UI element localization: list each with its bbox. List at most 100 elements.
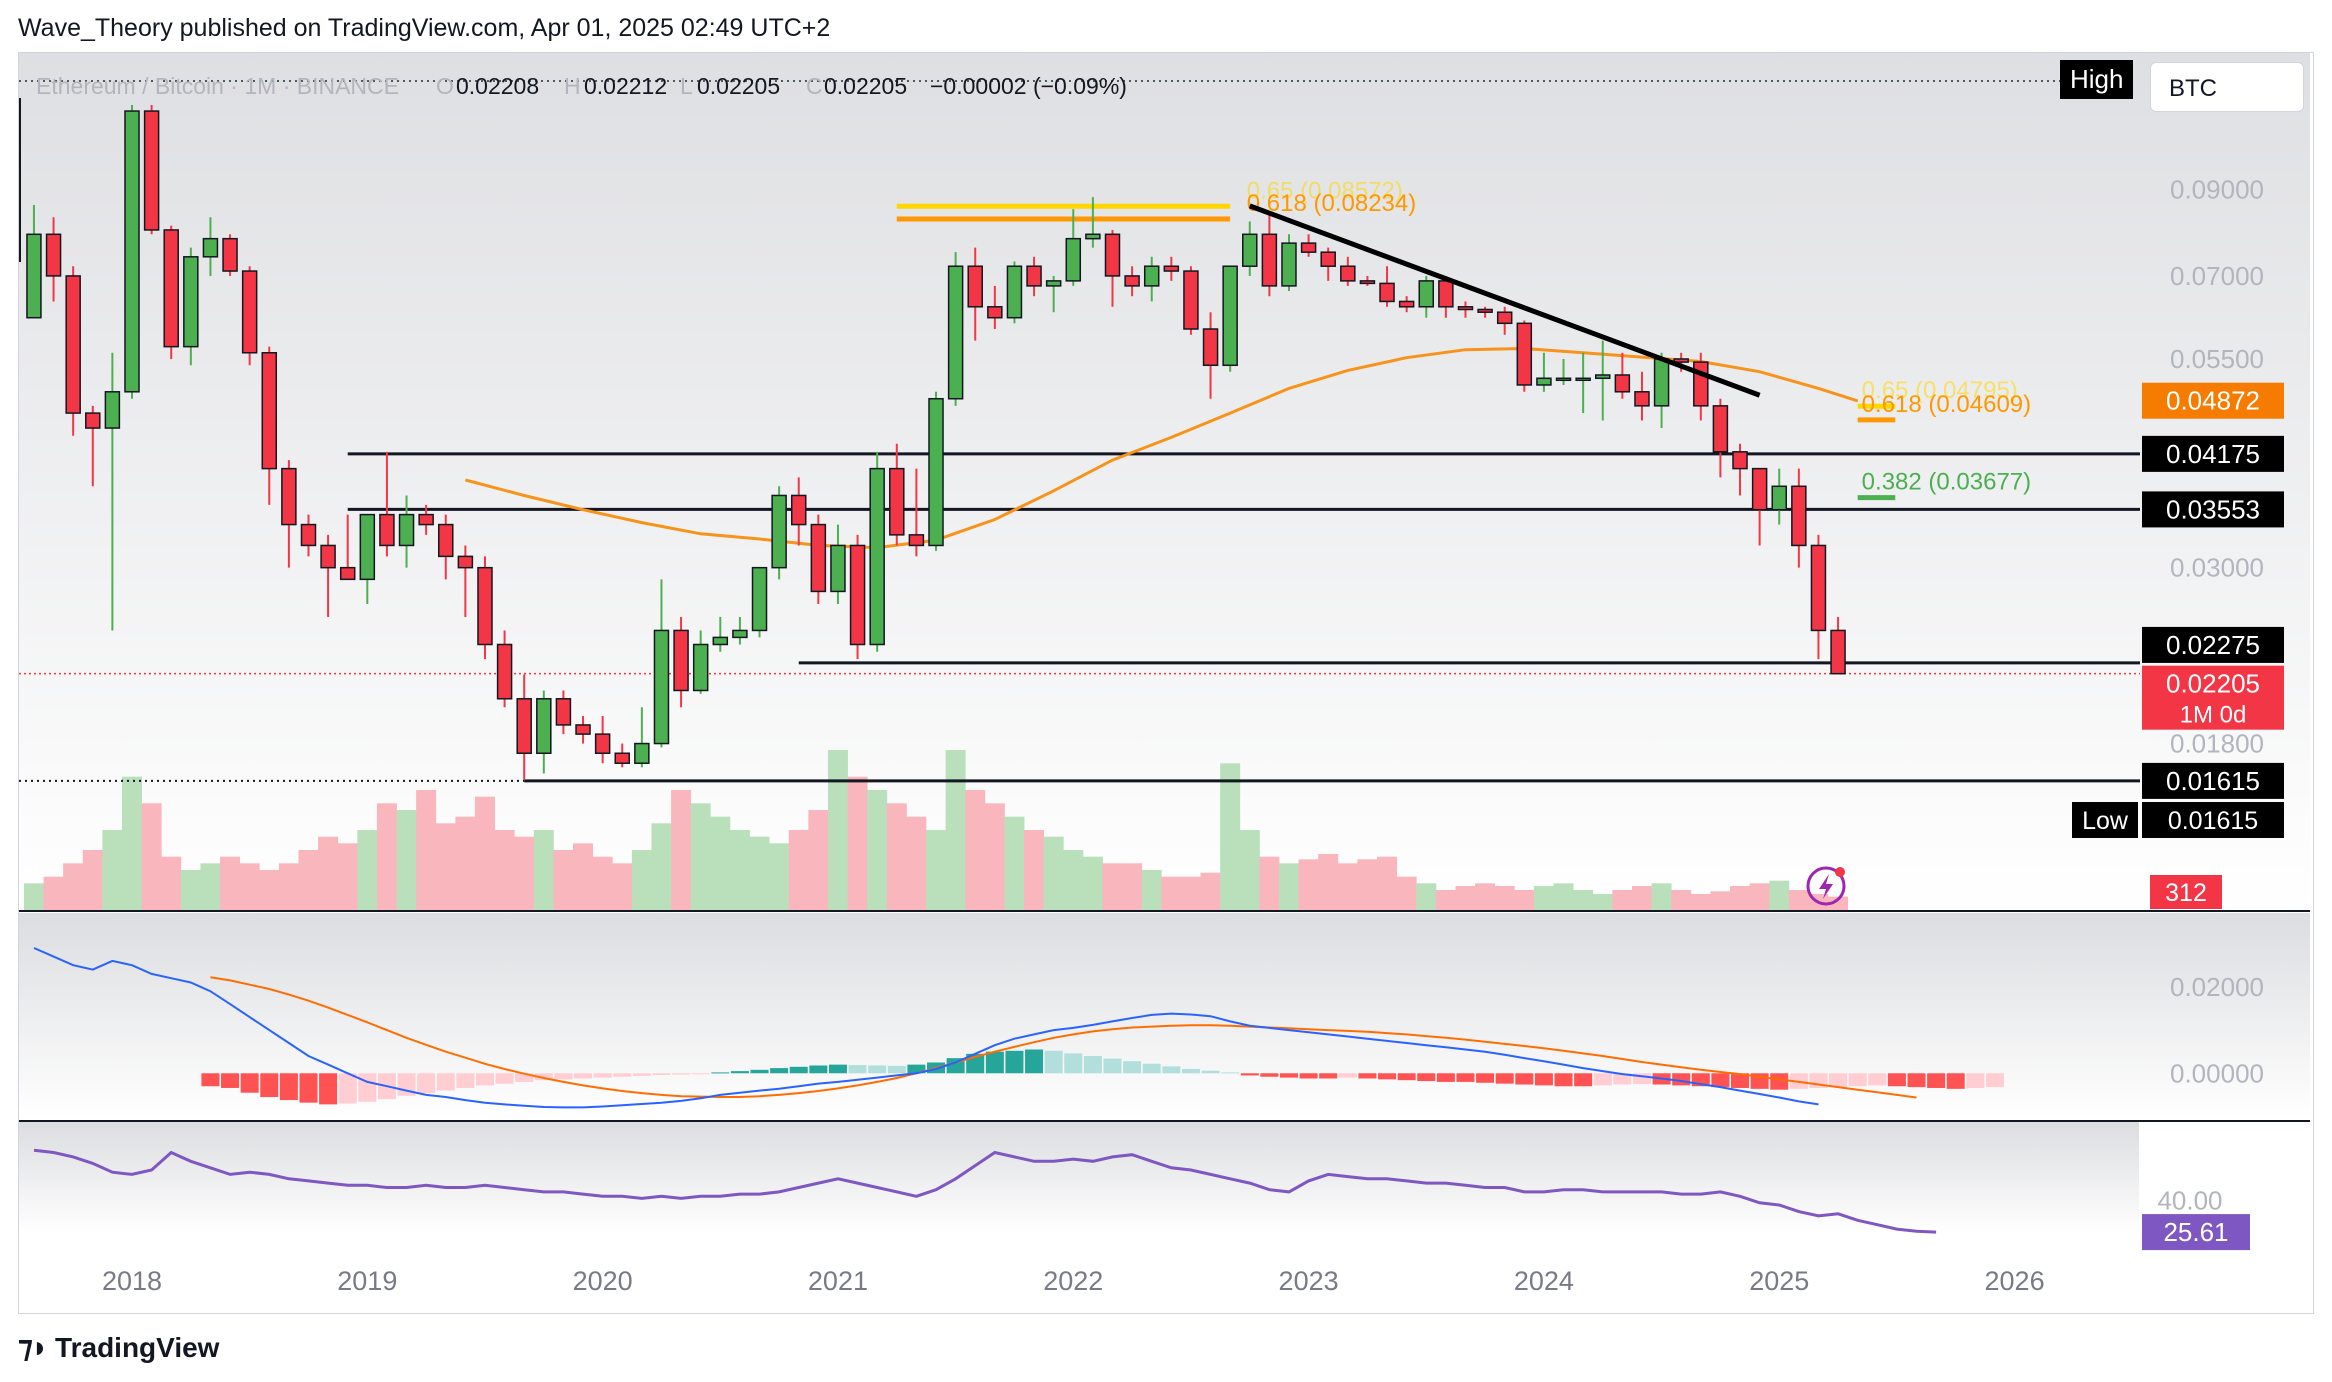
- time-axis-tick: 2026: [1985, 1266, 2045, 1296]
- volume-bar: [1651, 883, 1672, 910]
- macd-histogram-bar: [672, 1073, 691, 1075]
- candle-body: [967, 265, 983, 308]
- trendline-layer[interactable]: [1248, 203, 1761, 398]
- price-label-bg: [2142, 382, 2284, 419]
- macd-histogram-bar: [1103, 1058, 1122, 1074]
- macd-histogram-bar: [1005, 1050, 1024, 1074]
- candle-body: [947, 265, 964, 400]
- candle-body: [1595, 374, 1611, 380]
- candle-body: [614, 752, 630, 764]
- macd-histogram-bar: [1279, 1073, 1298, 1078]
- macd-histogram-bar: [1162, 1066, 1181, 1074]
- volume-bar: [573, 843, 594, 910]
- price-axis-tick: 0.09000: [2170, 174, 2264, 204]
- macd-histogram-bar: [593, 1073, 612, 1078]
- macd-histogram-bar: [711, 1072, 730, 1074]
- moving-average-line: [465, 346, 1859, 550]
- candle-body: [1555, 377, 1572, 382]
- volume-bar: [1769, 880, 1790, 910]
- flash-icon[interactable]: [1806, 866, 1846, 906]
- rsi-last-tag: [2142, 1214, 2250, 1251]
- candle-body: [751, 566, 768, 632]
- volume-bar: [886, 803, 907, 910]
- macd-histogram-bar: [1476, 1073, 1495, 1083]
- volume-bar: [1004, 816, 1025, 910]
- candle-body: [300, 523, 317, 547]
- volume-bar: [1043, 836, 1064, 910]
- macd-histogram-bar: [1927, 1073, 1946, 1088]
- moving-average-layer: [465, 346, 1859, 550]
- volume-bar: [1180, 876, 1201, 910]
- candle-body: [496, 643, 513, 700]
- macd-histogram-bar: [1044, 1050, 1063, 1074]
- candle-body: [790, 494, 807, 526]
- candle-body: [1477, 308, 1493, 313]
- macd-histogram-bar: [789, 1066, 808, 1074]
- candle-body: [1261, 233, 1278, 287]
- macd-histogram-bar: [299, 1073, 318, 1103]
- candle-body: [1830, 629, 1846, 675]
- volume-bar: [435, 823, 456, 910]
- chart-frame[interactable]: [18, 52, 2314, 1314]
- volume-bar: [847, 776, 868, 910]
- volume-bar: [945, 750, 966, 910]
- price-axis-tick: 0.07000: [2170, 261, 2264, 291]
- candle-body: [1536, 377, 1552, 386]
- candle-body: [1751, 467, 1768, 511]
- price-label-bg: [2142, 665, 2284, 730]
- footer-brand[interactable]: ⁊◗ TradingView: [18, 1330, 219, 1365]
- volume-bar: [200, 863, 221, 910]
- macd-histogram-bar: [417, 1073, 436, 1094]
- volume-bar: [180, 870, 201, 910]
- candle-body: [516, 698, 532, 755]
- currency-selector[interactable]: BTC: [2150, 62, 2304, 112]
- legend-close: 0.02205: [824, 73, 907, 99]
- volume-bar: [651, 823, 672, 910]
- candle-body: [281, 467, 297, 526]
- macd-signal-line: [210, 976, 1917, 1099]
- rsi-pane-bg: [19, 1122, 2139, 1234]
- macd-histogram-bar: [319, 1073, 338, 1105]
- volume-bar: [1298, 859, 1319, 910]
- candle-body: [1104, 233, 1121, 277]
- macd-histogram-bar: [887, 1065, 906, 1074]
- volume-bar: [1416, 883, 1437, 910]
- volume-bar: [729, 830, 750, 910]
- low-tag: Low 0.01615: [2072, 802, 2284, 838]
- candle-body: [1771, 485, 1787, 511]
- volume-bar: [396, 810, 417, 910]
- candle-body: [1163, 265, 1180, 272]
- legend-c-label: C: [806, 73, 823, 99]
- time-axis-tick: 2021: [808, 1266, 868, 1296]
- candle-body: [555, 698, 572, 726]
- candle-body: [536, 698, 552, 755]
- tv-logo-icon: ⁊◗: [18, 1331, 49, 1364]
- fib-label: 0.382 (0.03677): [1862, 469, 2031, 496]
- macd-histogram-bar: [279, 1073, 298, 1101]
- macd-histogram-bar: [1731, 1073, 1750, 1088]
- legend-high: 0.02212: [584, 73, 667, 99]
- volume-bar: [455, 816, 476, 910]
- candle-body: [398, 513, 415, 547]
- price-label: 0.02275: [2166, 630, 2260, 660]
- volume-bar: [1200, 872, 1221, 910]
- macd-histogram-bar: [1025, 1049, 1044, 1074]
- time-axis[interactable]: 2018 2019 2020 2021 2022 2023 2024 2025 2026: [102, 1266, 2045, 1296]
- candle-body: [1065, 237, 1082, 282]
- macd-histogram-bar: [1907, 1073, 1926, 1088]
- macd-histogram-bar: [534, 1073, 553, 1081]
- candle-body: [143, 110, 160, 231]
- legend-low: 0.02205: [697, 73, 780, 99]
- volume-bar: [220, 856, 241, 910]
- time-axis-tick: 2018: [102, 1266, 162, 1296]
- volume-bar: [612, 863, 633, 910]
- volume-bar: [1377, 856, 1398, 910]
- level-lines-layer: [19, 452, 2140, 783]
- candle-body: [712, 636, 729, 646]
- candle-body: [104, 391, 121, 429]
- price-label-bg: [2142, 435, 2284, 472]
- macd-histogram-bar: [1554, 1073, 1573, 1087]
- price-axis[interactable]: 0.09000 0.07000 0.05500 0.03000 0.01800: [2170, 174, 2264, 758]
- rsi-axis-tick: 40.00: [2157, 1186, 2222, 1216]
